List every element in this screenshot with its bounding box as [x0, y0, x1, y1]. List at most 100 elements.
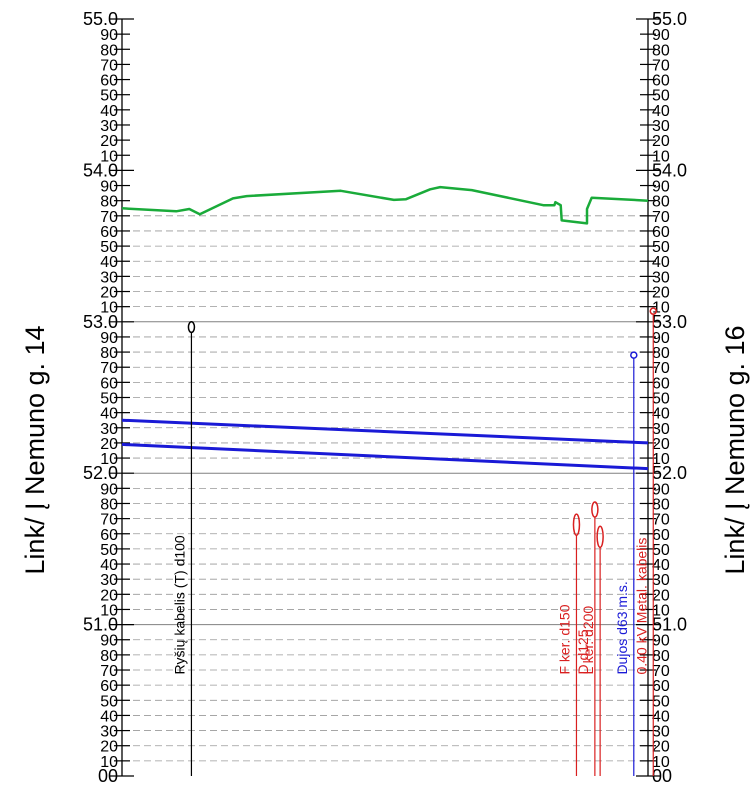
minor-tick-label: 20	[652, 587, 670, 604]
minor-tick-label: 10	[652, 602, 670, 619]
profile-lines	[121, 185, 649, 471]
minor-tick-label: 30	[652, 269, 670, 286]
minor-tick-label: 30	[652, 724, 670, 741]
minor-tick-label: 30	[100, 269, 118, 286]
left-direction-label: Link/ Į Nemuno g. 14	[20, 325, 50, 574]
minor-tick-label: 20	[652, 285, 670, 302]
utility-symbol-3	[591, 501, 599, 518]
minor-tick-label: 80	[652, 194, 670, 211]
minor-tick-label: 90	[652, 330, 670, 347]
minor-tick-label: 40	[100, 557, 118, 574]
minor-tick-label: 50	[100, 542, 118, 559]
minor-tick-label: 20	[652, 739, 670, 756]
minor-tick-label: 30	[100, 421, 118, 438]
minor-tick-label: 80	[100, 648, 118, 665]
utility-symbol-5	[630, 351, 638, 359]
minor-tick-label: 60	[652, 73, 670, 90]
minor-tick-label: 50	[652, 239, 670, 256]
minor-tick-label: 50	[100, 391, 118, 408]
major-tick-label: 53.0	[652, 312, 687, 332]
minor-tick-label: 40	[652, 557, 670, 574]
minor-tick-label: 30	[100, 572, 118, 589]
pipe-line-1	[121, 418, 649, 445]
minor-tick-label: 10	[100, 451, 118, 468]
utility-symbol-2	[572, 513, 581, 537]
minor-tick-label: 70	[652, 512, 670, 529]
minor-tick-label: 60	[100, 678, 118, 695]
minor-tick-label: 20	[100, 285, 118, 302]
minor-tick-label: 20	[100, 587, 118, 604]
ground-surface-line	[121, 185, 649, 225]
utility-crossings: Ryšių kabelis (T) d100 F ker. d150 D d125L…	[171, 307, 658, 776]
minor-tick-label: 80	[652, 496, 670, 513]
major-tick-label: 51.0	[83, 615, 118, 635]
minor-tick-label: 50	[100, 239, 118, 256]
utility-label-1: Ryšių kabelis (T) d100	[171, 535, 187, 674]
utility-label-6: 0.40 kV Metal. kabelis	[633, 538, 649, 675]
minor-tick-label: 70	[652, 360, 670, 377]
major-tick-label: 53.0	[83, 312, 118, 332]
minor-tick-label: 70	[652, 209, 670, 226]
minor-tick-label: 70	[652, 663, 670, 680]
minor-tick-label: 90	[100, 481, 118, 498]
minor-tick-label: 40	[100, 406, 118, 423]
minor-tick-label: 40	[652, 254, 670, 271]
minor-tick-label: 60	[100, 73, 118, 90]
minor-tick-label: 50	[652, 391, 670, 408]
minor-tick-label: 60	[652, 678, 670, 695]
minor-tick-label: 90	[100, 330, 118, 347]
bottom-tick-label: 00	[98, 766, 118, 785]
bottom-tick-label: 00	[652, 766, 672, 785]
utility-label-2: F ker. d150	[556, 604, 572, 674]
minor-tick-label: 20	[652, 133, 670, 150]
minor-tick-label: 40	[652, 103, 670, 120]
utility-symbol-4	[596, 525, 604, 549]
minor-tick-label: 20	[100, 739, 118, 756]
minor-tick-label: 40	[100, 254, 118, 271]
major-tick-label: 52.0	[652, 463, 687, 483]
minor-tick-label: 40	[652, 406, 670, 423]
minor-tick-label: 90	[652, 179, 670, 196]
minor-tick-label: 80	[652, 648, 670, 665]
minor-tick-label: 80	[100, 42, 118, 59]
minor-tick-label: 20	[100, 436, 118, 453]
minor-tick-label: 90	[100, 179, 118, 196]
minor-tick-label: 10	[100, 754, 118, 771]
minor-tick-label: 60	[100, 527, 118, 544]
minor-tick-label: 60	[652, 224, 670, 241]
minor-tick-label: 30	[100, 724, 118, 741]
minor-tick-label: 70	[100, 663, 118, 680]
minor-tick-label: 70	[100, 209, 118, 226]
minor-tick-label: 70	[100, 512, 118, 529]
major-tick-label: 55.0	[652, 9, 687, 29]
minor-tick-label: 10	[100, 300, 118, 317]
utility-symbol-1	[187, 321, 196, 334]
minor-tick-label: 10	[652, 754, 670, 771]
minor-tick-label: 30	[652, 421, 670, 438]
minor-tick-label: 50	[652, 542, 670, 559]
major-tick-label: 55.0	[83, 9, 118, 29]
minor-tick-label: 70	[652, 57, 670, 74]
minor-tick-label: 60	[652, 375, 670, 392]
minor-tick-label: 20	[100, 133, 118, 150]
minor-tick-label: 90	[652, 481, 670, 498]
minor-tick-label: 80	[100, 496, 118, 513]
minor-tick-label: 50	[652, 88, 670, 105]
elevation-axes: 0010203040506070809051.01020304050607080…	[83, 9, 687, 785]
minor-tick-label: 40	[100, 103, 118, 120]
minor-tick-label: 10	[100, 602, 118, 619]
minor-tick-label: 50	[652, 693, 670, 710]
minor-tick-label: 90	[100, 633, 118, 650]
minor-tick-label: 90	[100, 27, 118, 44]
minor-tick-label: 90	[652, 633, 670, 650]
minor-tick-label: 80	[652, 42, 670, 59]
major-tick-label: 52.0	[83, 463, 118, 483]
minor-tick-label: 30	[652, 572, 670, 589]
minor-tick-label: 80	[100, 345, 118, 362]
major-tick-label: 51.0	[652, 615, 687, 635]
major-tick-label: 54.0	[83, 160, 118, 180]
minor-tick-label: 90	[652, 27, 670, 44]
minor-tick-label: 30	[652, 118, 670, 135]
minor-tick-label: 70	[100, 57, 118, 74]
